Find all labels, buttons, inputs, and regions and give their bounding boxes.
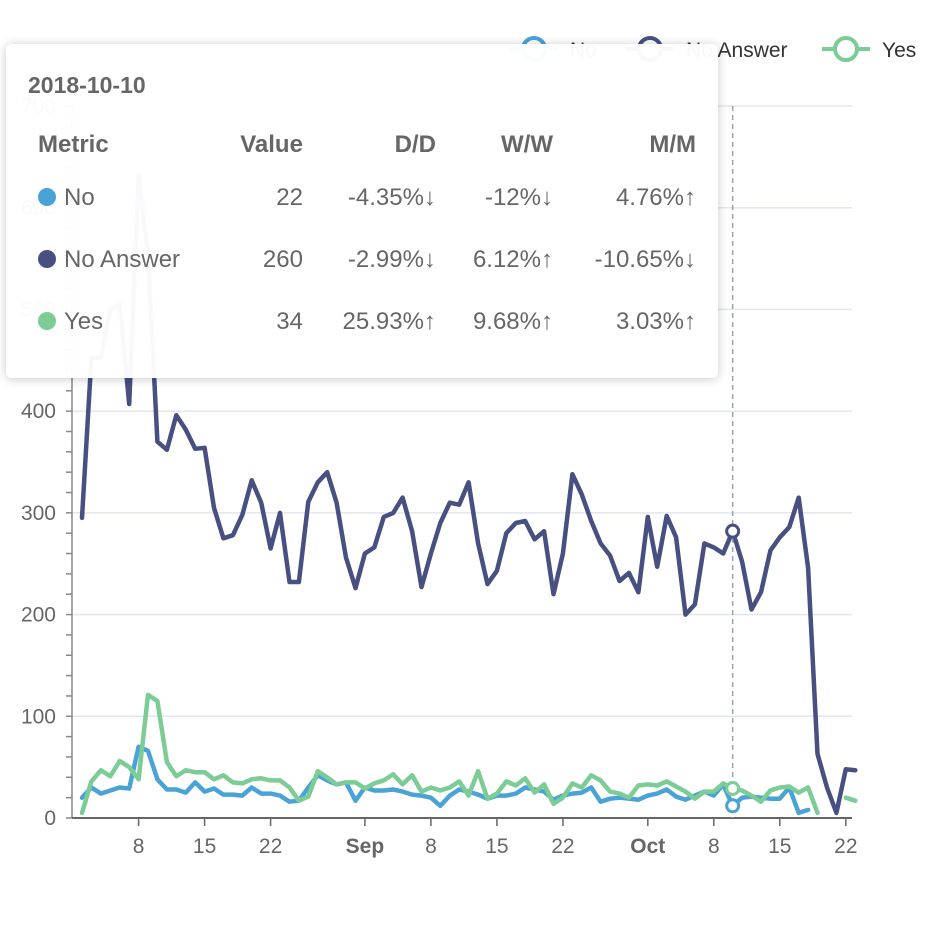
series-lines [79, 172, 858, 816]
tooltip-ww: 9.68%↑ [436, 291, 553, 353]
y-tick-label: 400 [21, 400, 56, 423]
tooltip: 2018-10-10 Metric Value D/D W/W M/M No 22… [6, 44, 718, 378]
tooltip-dd: -4.35%↓ [303, 167, 436, 229]
x-tick-label: 8 [425, 835, 437, 858]
x-tick-label: 15 [485, 835, 508, 858]
legend-item-yes[interactable]: Yes [822, 36, 916, 62]
tooltip-metric: No [28, 167, 206, 229]
series-color-dot [38, 249, 56, 268]
header-mm: M/M [649, 131, 696, 158]
x-tick-label: 15 [768, 835, 791, 858]
y-tick-label: 0 [44, 807, 56, 830]
header-value: Value [240, 131, 303, 158]
pointer-dot [725, 781, 741, 797]
tooltip-date: 2018-10-10 [28, 72, 146, 98]
x-tick-label: 22 [259, 835, 282, 858]
tooltip-metric: Yes [28, 291, 206, 353]
pointer-dot [725, 798, 741, 814]
pointer-dot [725, 523, 741, 539]
tooltip-metric-text: No Answer [64, 246, 181, 273]
series-line-no [79, 744, 811, 816]
header-metric: Metric [38, 131, 109, 158]
tooltip-dd-text: -2.99%↓ [347, 246, 436, 273]
tooltip-mm-text: 3.03%↑ [615, 308, 696, 335]
series-color-dot [38, 311, 56, 330]
y-tick-label: 100 [21, 705, 56, 728]
x-tick-label: 22 [834, 835, 857, 858]
tooltip-header-row: Metric Value D/D W/W M/M [28, 123, 696, 167]
tooltip-ww: 6.12%↑ [436, 229, 553, 291]
x-tick-label: 15 [193, 835, 216, 858]
legend-marker [833, 36, 859, 62]
tooltip-value-text: 22 [276, 184, 303, 211]
tooltip-mm: 4.76%↑ [553, 167, 696, 229]
tooltip-dd-text: -4.35%↓ [347, 184, 436, 211]
x-tick-label: Sep [346, 835, 385, 858]
tooltip-value-text: 260 [262, 246, 303, 273]
y-tick-label: 200 [21, 604, 56, 627]
header-ww: W/W [501, 131, 553, 158]
tooltip-dd: -2.99%↓ [303, 229, 436, 291]
series-color-dot [38, 187, 56, 206]
series-line-yes [79, 692, 858, 816]
tooltip-metric: No Answer [28, 229, 206, 291]
tooltip-metric-text: No [64, 184, 95, 211]
tooltip-mm-text: -10.65%↓ [594, 246, 696, 273]
x-tick-label: Oct [630, 835, 665, 858]
tooltip-ww-text: 9.68%↑ [472, 308, 553, 335]
tooltip-mm-text: 4.76%↑ [615, 184, 696, 211]
tooltip-dd-text: 25.93%↑ [342, 308, 436, 335]
tooltip-ww-text: 6.12%↑ [472, 246, 553, 273]
tooltip-row-no-answer: No Answer 260 -2.99%↓ 6.12%↑ -10.65%↓ [28, 229, 696, 291]
x-tick-label: 8 [708, 835, 720, 858]
tooltip-mm: 3.03%↑ [553, 291, 696, 353]
tooltip-row-yes: Yes 34 25.93%↑ 9.68%↑ 3.03%↑ [28, 291, 696, 353]
series-line-no-answer [79, 172, 858, 816]
tooltip-value: 22 [206, 167, 303, 229]
tooltip-value: 260 [206, 229, 303, 291]
tooltip-value-text: 34 [276, 308, 303, 335]
x-tick-label: 8 [133, 835, 145, 858]
x-axis: 8 15 22 Sep 8 15 22 Oct 8 15 22 [72, 817, 858, 858]
y-tick-label: 300 [21, 502, 56, 525]
header-dd: D/D [394, 131, 436, 158]
tooltip-value: 34 [206, 291, 303, 353]
tooltip-mm: -10.65%↓ [553, 229, 696, 291]
legend-label: Yes [882, 39, 916, 62]
tooltip-ww: -12%↓ [436, 167, 553, 229]
tooltip-dd: 25.93%↑ [303, 291, 436, 353]
x-tick-label: 22 [551, 835, 574, 858]
tooltip-ww-text: -12%↓ [484, 184, 553, 211]
tooltip-row-no: No 22 -4.35%↓ -12%↓ 4.76%↑ [28, 167, 696, 229]
hover-pointer [725, 106, 741, 818]
tooltip-metric-text: Yes [64, 308, 104, 335]
tooltip-table: Metric Value D/D W/W M/M No 22 -4.35%↓ -12%… [28, 123, 696, 353]
